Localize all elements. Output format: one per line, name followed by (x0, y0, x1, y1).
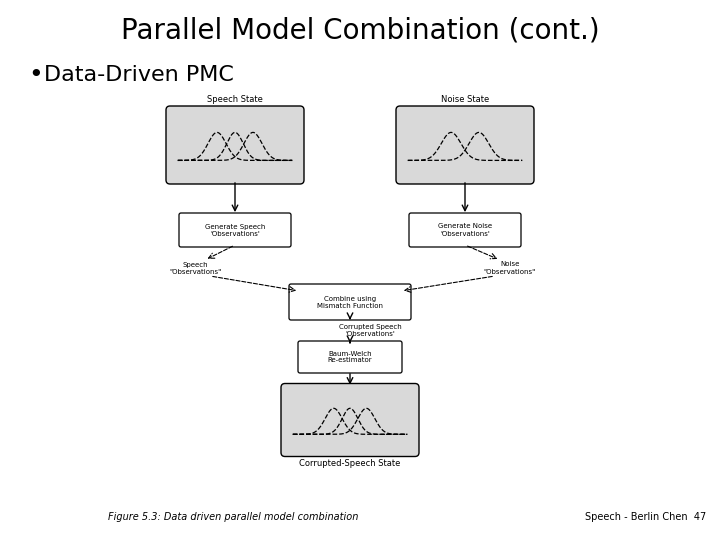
Text: Corrupted Speech
'Observations': Corrupted Speech 'Observations' (338, 323, 401, 336)
Text: •: • (28, 63, 42, 87)
Text: Combine using
Mismatch Function: Combine using Mismatch Function (317, 295, 383, 308)
FancyBboxPatch shape (281, 383, 419, 456)
Text: Corrupted-Speech State: Corrupted-Speech State (300, 458, 401, 468)
Text: Baum-Welch
Re-estimator: Baum-Welch Re-estimator (328, 350, 372, 363)
FancyBboxPatch shape (298, 341, 402, 373)
Text: Data-Driven PMC: Data-Driven PMC (44, 65, 234, 85)
Text: Speech - Berlin Chen  47: Speech - Berlin Chen 47 (585, 512, 706, 522)
Text: Noise
"Observations": Noise "Observations" (484, 261, 536, 274)
Text: Speech State: Speech State (207, 95, 263, 104)
Text: Figure 5.3: Data driven parallel model combination: Figure 5.3: Data driven parallel model c… (108, 512, 359, 522)
FancyBboxPatch shape (166, 106, 304, 184)
FancyBboxPatch shape (396, 106, 534, 184)
FancyBboxPatch shape (289, 284, 411, 320)
FancyBboxPatch shape (409, 213, 521, 247)
Text: Generate Noise
'Observations': Generate Noise 'Observations' (438, 224, 492, 237)
Text: Noise State: Noise State (441, 95, 489, 104)
Text: Generate Speech
'Observations': Generate Speech 'Observations' (204, 224, 265, 237)
Text: Speech
"Observations": Speech "Observations" (169, 261, 221, 274)
Text: Parallel Model Combination (cont.): Parallel Model Combination (cont.) (121, 16, 599, 44)
FancyBboxPatch shape (179, 213, 291, 247)
